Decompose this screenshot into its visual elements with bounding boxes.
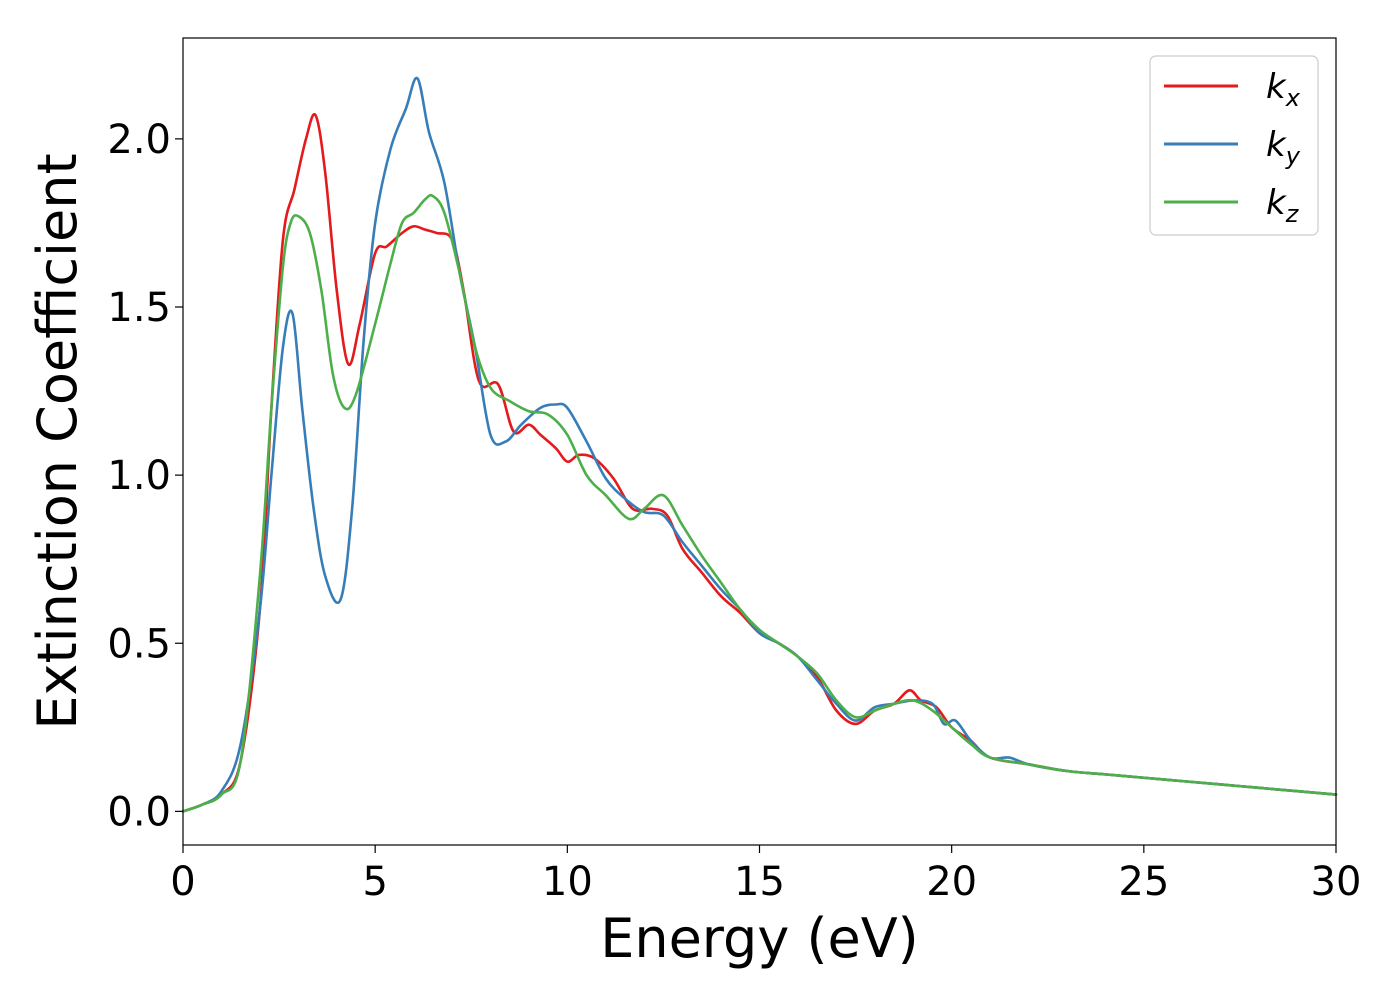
- legend-entries: kx ky kz: [1164, 67, 1301, 228]
- y-tick-label: 2.0: [107, 117, 171, 163]
- legend-entry-z: kz: [1164, 183, 1300, 228]
- lines-layer: [181, 76, 1338, 813]
- series-line-y: [181, 76, 1338, 813]
- x-tick-label: 5: [362, 859, 387, 905]
- legend-label: ky: [1266, 125, 1301, 170]
- x-axis-ticks: 0 5 10 15 20 25 30: [170, 845, 1361, 905]
- x-tick-label: 15: [734, 859, 785, 905]
- series-line-z: [181, 193, 1338, 813]
- y-axis-title: Extinction Coefficient: [26, 153, 89, 729]
- legend: kx ky kz: [1149, 55, 1319, 236]
- legend-entry-y: ky: [1164, 125, 1301, 170]
- x-tick-label: 0: [170, 859, 195, 905]
- legend-label: kz: [1266, 183, 1300, 228]
- x-tick-label: 10: [542, 859, 593, 905]
- y-tick-label: 1.5: [107, 285, 171, 331]
- x-tick-label: 30: [1311, 859, 1362, 905]
- y-axis-ticks: 0.0 0.5 1.0 1.5 2.0: [107, 117, 183, 835]
- legend-entry-x: kx: [1164, 67, 1301, 112]
- x-tick-label: 20: [926, 859, 977, 905]
- y-tick-label: 0.5: [107, 621, 171, 667]
- y-tick-label: 1.0: [107, 453, 171, 499]
- x-tick-label: 25: [1118, 859, 1169, 905]
- plot-background: [183, 38, 1336, 845]
- y-tick-label: 0.0: [107, 789, 171, 835]
- x-axis-title: Energy (eV): [600, 907, 919, 970]
- legend-label: kx: [1266, 67, 1301, 112]
